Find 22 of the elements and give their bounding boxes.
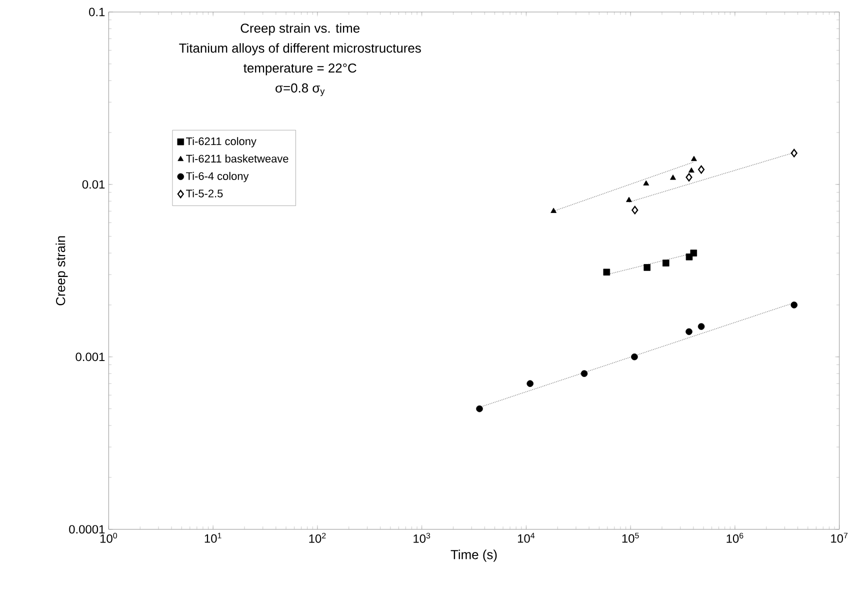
legend-label: Ti-6211 colony [186,137,256,148]
legend-label: Ti-6-4 colony [186,172,249,182]
annotation: σ=0.8 σ$_{y}$ [276,83,325,96]
x-tick-label: 10$^{3}$ [414,532,430,543]
x-tick-label: 10$^{4}$ [518,532,535,543]
x-tick-label: 10$^{1}$ [204,532,222,543]
text: Titanium alloys of different microstructures [179,43,421,56]
x-tick-label: 10$^{5}$ [622,532,639,543]
y-tick-label: 0.001 [76,352,105,362]
x-tick-label: 10$^{0}$ [100,532,118,543]
x-axis-title: Time (s) [450,550,497,562]
text: Creep strain vs. time [240,23,360,36]
annotation: temperature = 22°C [244,63,356,76]
y-tick-label: 0.01 [82,180,105,189]
x-tick-label: 10$^{7}$ [831,532,848,543]
x-tick-label: 10$^{2}$ [309,532,326,543]
y-tick-label: 0.1 [89,8,105,16]
legend-label: Ti-5-2.5 [186,189,223,198]
legend-label: Ti-6211 basketweave [186,154,288,163]
y-axis-title: Creep strain [56,236,68,306]
y-tick-label: 0.0001 [69,525,105,534]
x-tick-label: 10$^{6}$ [726,532,744,543]
